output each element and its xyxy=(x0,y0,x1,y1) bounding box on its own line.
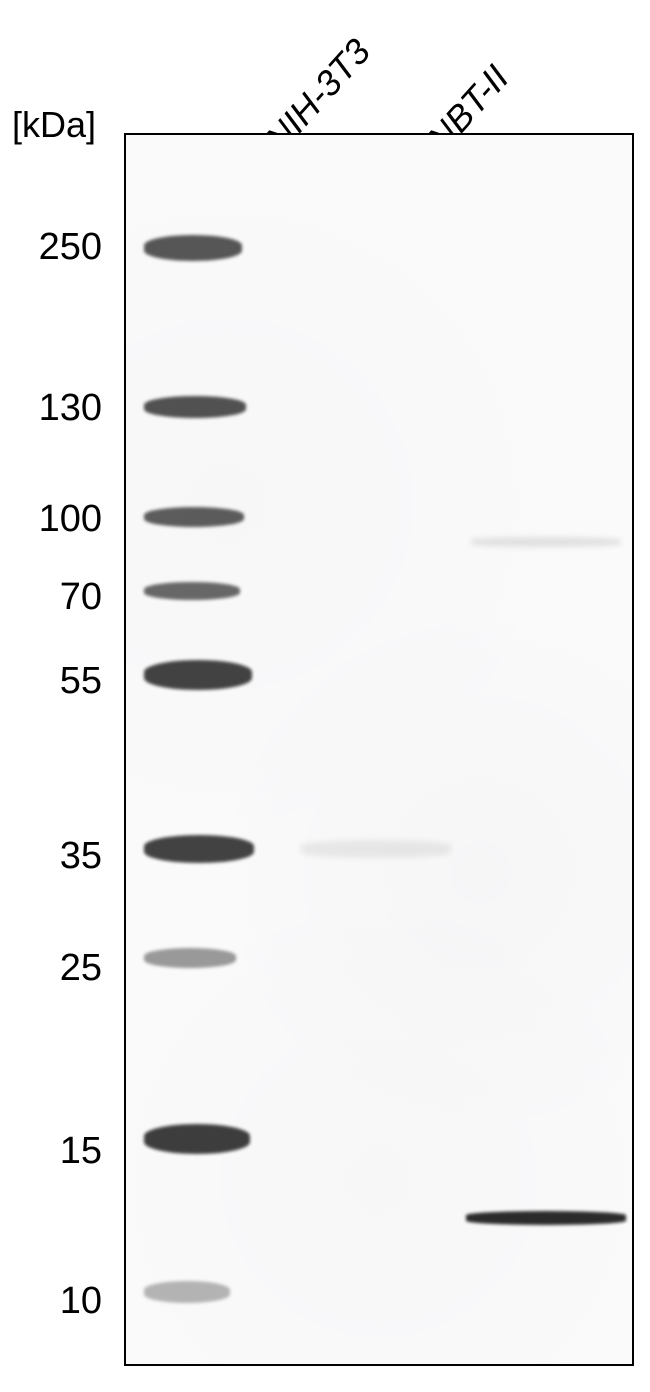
sample-band-nih3t3 xyxy=(301,840,451,858)
western-blot-figure: [kDa] NIH-3T3 NBT-II 2501301007055352515… xyxy=(0,0,650,1392)
marker-label-130: 130 xyxy=(22,387,102,430)
ladder-band xyxy=(144,948,236,968)
ladder-band xyxy=(144,660,252,690)
ladder-band xyxy=(144,1281,230,1303)
ladder-band xyxy=(144,235,242,261)
ladder-band xyxy=(144,835,254,863)
marker-label-70: 70 xyxy=(22,576,102,619)
marker-label-55: 55 xyxy=(22,660,102,703)
ladder-band xyxy=(144,396,246,418)
blot-membrane-frame xyxy=(124,133,634,1366)
ladder-band xyxy=(144,507,244,527)
marker-label-25: 25 xyxy=(22,947,102,990)
y-axis-title: [kDa] xyxy=(12,104,96,146)
marker-label-35: 35 xyxy=(22,835,102,878)
marker-label-250: 250 xyxy=(22,226,102,269)
sample-band-nbtii xyxy=(471,537,621,547)
marker-label-15: 15 xyxy=(22,1130,102,1173)
ladder-band xyxy=(144,1124,250,1154)
marker-label-10: 10 xyxy=(22,1280,102,1323)
ladder-band xyxy=(144,582,240,600)
marker-label-100: 100 xyxy=(22,498,102,541)
membrane-background-noise xyxy=(126,135,632,1364)
sample-band-nbtii xyxy=(466,1211,626,1225)
